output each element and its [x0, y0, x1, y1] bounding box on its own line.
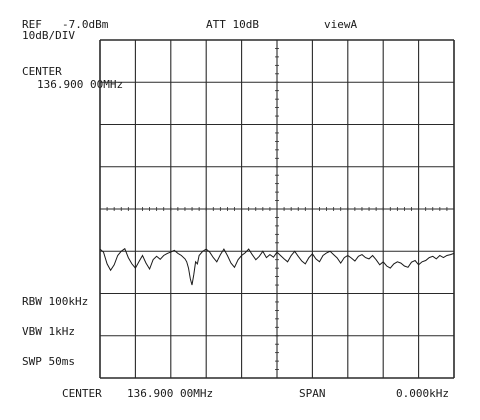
resolution-bandwidth-readout: RBW 100kHz — [22, 295, 89, 308]
footer-center-label: CENTER — [62, 387, 102, 400]
video-bandwidth-readout: VBW 1kHz — [22, 325, 75, 338]
signal-trace — [99, 247, 455, 286]
scale-per-division: 10dB/DIV — [22, 29, 75, 42]
view-mode-readout: viewA — [324, 18, 358, 31]
center-frequency-value: 136.900 00MHz — [37, 78, 124, 91]
reference-level-value: -7.0dBm — [62, 18, 109, 31]
span-value: 0.000kHz — [396, 387, 449, 400]
attenuation-readout: ATT 10dB — [206, 18, 259, 31]
span-label: SPAN — [299, 387, 326, 400]
footer-center-value: 136.900 00MHz — [127, 387, 214, 400]
sweep-time-readout: SWP 50ms — [22, 355, 75, 368]
grid-lines — [99, 39, 455, 379]
reference-level-label: REF — [22, 18, 42, 31]
center-frequency-label: CENTER — [22, 65, 62, 78]
